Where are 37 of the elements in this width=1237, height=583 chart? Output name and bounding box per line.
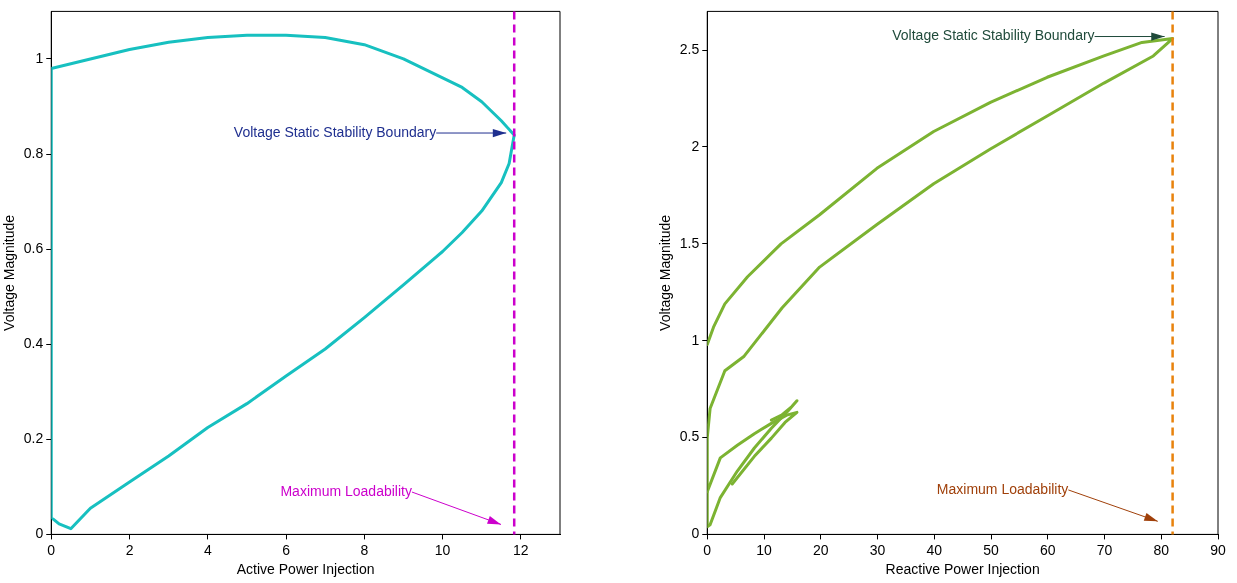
x-tick-label: 60 — [1039, 541, 1056, 558]
x-tick-label: 40 — [926, 541, 943, 558]
y-axis-title: Voltage Magnitude — [657, 214, 674, 331]
annotation: Maximum Loadability — [280, 482, 412, 499]
y-tick-label: 0.4 — [23, 335, 44, 352]
x-tick-label: 8 — [360, 541, 369, 558]
y-tick-label: 2.5 — [679, 41, 700, 57]
x-tick-label: 10 — [756, 541, 773, 558]
x-axis-title: Reactive Power Injection — [885, 561, 1040, 578]
annotation: Voltage Static Stability Boundary — [892, 27, 1095, 44]
y-tick-label: 0.2 — [23, 430, 44, 447]
x-tick-label: 80 — [1153, 541, 1170, 558]
x-tick-label: 0 — [47, 541, 56, 558]
y-tick-label: 1 — [691, 331, 700, 348]
x-tick-label: 90 — [1210, 541, 1226, 558]
x-axis-title: Active Power Injection — [236, 561, 375, 578]
x-tick-label: 50 — [983, 541, 999, 558]
y-tick-label: 2 — [691, 137, 700, 154]
x-tick-label: 30 — [869, 541, 886, 558]
x-tick-label: 2 — [125, 541, 134, 558]
x-tick-label: 0 — [703, 541, 712, 558]
x-tick-label: 70 — [1096, 541, 1113, 558]
y-tick-label: 1.5 — [679, 234, 700, 251]
y-tick-label: 0.6 — [23, 239, 44, 256]
y-axis-title: Voltage Magnitude — [1, 214, 18, 331]
x-tick-label: 4 — [203, 541, 212, 558]
y-tick-label: 0 — [691, 525, 700, 542]
y-tick-label: 0 — [35, 525, 44, 542]
y-tick-label: 1 — [35, 49, 44, 66]
x-tick-label: 20 — [812, 541, 829, 558]
y-tick-label: 0.8 — [23, 144, 44, 161]
x-tick-label: 10 — [434, 541, 451, 558]
annotation: Maximum Loadability — [936, 480, 1069, 497]
y-tick-label: 0.5 — [679, 428, 700, 445]
annotation: Voltage Static Stability Boundary — [233, 123, 437, 140]
x-tick-label: 12 — [513, 541, 529, 558]
x-tick-label: 6 — [282, 541, 291, 558]
